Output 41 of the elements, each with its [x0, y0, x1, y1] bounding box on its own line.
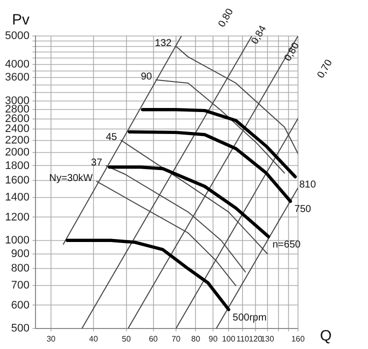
- annotation: 500rpm: [232, 312, 267, 324]
- x-tick-label: 130: [260, 334, 275, 344]
- annotation: 132: [154, 38, 172, 49]
- y-tick-label: 4000: [4, 58, 30, 70]
- y-tick-label: 2600: [4, 113, 30, 126]
- y-tick-label: 800: [11, 262, 30, 275]
- x-tick-label: 80: [191, 334, 201, 344]
- annotation: 37: [91, 157, 103, 168]
- x-tick-label: 160: [291, 334, 306, 344]
- y-tick-label: 1200: [4, 211, 30, 224]
- y-tick-label: 2200: [4, 134, 30, 146]
- annotation: 90: [140, 72, 152, 83]
- y-tick-label: 2400: [4, 123, 30, 136]
- x-tick-label: 70: [172, 334, 182, 344]
- y-tick-label: 500: [11, 322, 30, 334]
- y-axis-title: Pv: [12, 12, 30, 29]
- x-tick-label: 110: [236, 334, 250, 344]
- y-tick-label: 2800: [4, 104, 30, 116]
- x-tick-label: 30: [46, 334, 56, 344]
- y-tick-label: 700: [11, 280, 30, 292]
- x-tick-label: 60: [148, 334, 158, 344]
- annotation: 45: [106, 132, 118, 144]
- y-tick-label: 600: [11, 299, 30, 312]
- annotation: n=650: [272, 239, 302, 250]
- y-tick-label: 5000: [4, 30, 30, 42]
- y-tick-label: 2000: [4, 146, 30, 158]
- x-tick-label: 100: [222, 334, 236, 344]
- y-tick-label: 1000: [4, 234, 30, 246]
- x-axis-title: Q: [320, 328, 332, 345]
- x-tick-label: 120: [248, 334, 263, 344]
- x-tick-label: 90: [208, 334, 218, 344]
- y-tick-label: 900: [11, 248, 30, 260]
- x-tick-label: 40: [89, 334, 98, 344]
- annotation: 810: [299, 180, 316, 191]
- annotation: 750: [294, 204, 312, 216]
- x-tick-label: 50: [122, 334, 132, 344]
- y-tick-label: 1600: [4, 174, 30, 187]
- y-tick-label: 1400: [4, 192, 30, 204]
- annotation: Ny=30kW: [49, 173, 94, 184]
- y-tick-label: 1800: [4, 160, 30, 172]
- y-tick-label: 3600: [4, 72, 30, 84]
